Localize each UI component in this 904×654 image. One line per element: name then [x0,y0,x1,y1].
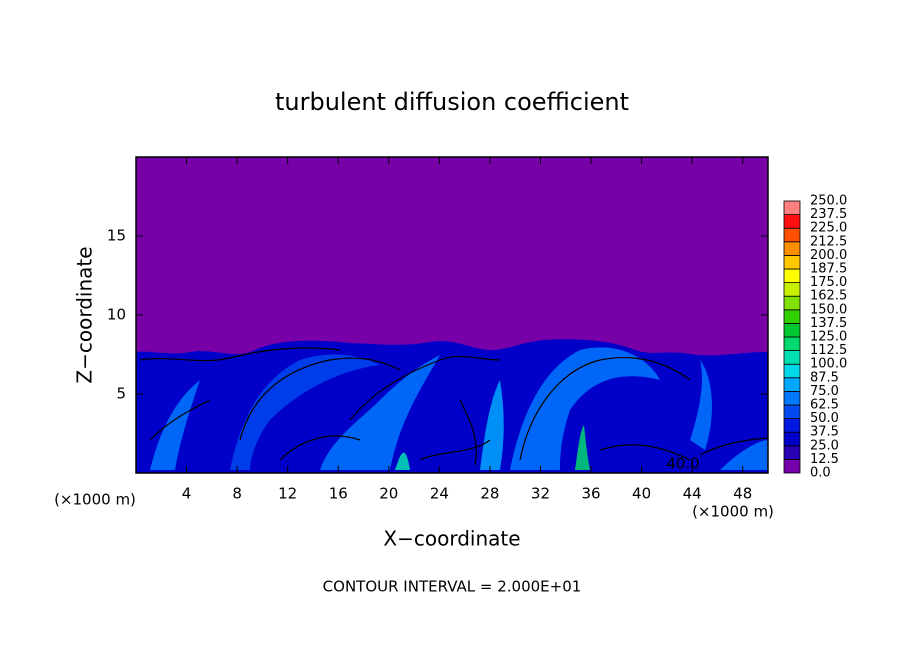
x-tick-label: 12 [278,485,297,503]
x-unit-left: (×1000 m) [54,491,136,509]
colorbar-swatch [783,214,801,229]
colorbar-label: 25.0 [810,438,839,453]
colorbar-label: 50.0 [810,411,839,426]
colorbar-swatch [783,241,801,256]
contour-line [519,356,691,461]
colorbar-swatch [783,254,801,270]
x-tick-label: 20 [379,485,398,503]
colorbar-label: 37.5 [810,425,839,440]
field-region [230,354,380,470]
colorbar-swatch [783,390,801,406]
field-region [395,452,410,470]
x-tick-label: 32 [531,485,550,503]
contour-line [349,355,501,421]
plot-area: 40.0 [135,156,769,474]
colorbar-label: 212.5 [810,234,847,249]
x-tick-label: 48 [733,485,752,503]
colorbar-swatch [783,227,801,243]
colorbar-swatch [783,282,801,297]
y-tick-label: 5 [116,385,126,403]
colorbar-label: 225.0 [810,221,847,236]
colorbar-label: 250.0 [810,194,847,209]
contour-line [239,357,401,441]
colorbar-swatch [783,404,801,420]
colorbar-label: 187.5 [810,262,847,277]
colorbar-label: 200.0 [810,248,847,263]
x-tick-label: 28 [480,485,499,503]
colorbar-swatch [783,418,801,433]
colorbar-swatch [783,377,801,392]
colorbar-label: 75.0 [810,384,839,399]
contour-line [419,439,691,461]
contour-interval: CONTOUR INTERVAL = 2.000E+01 [323,578,582,596]
colorbar-swatch [783,431,801,447]
x-tick-label: 36 [581,485,600,503]
colorbar-label: 112.5 [810,343,847,358]
y-tick-label: 10 [107,306,126,324]
field-region [150,380,200,470]
colorbar-swatch [783,200,801,216]
contour-line [149,399,361,461]
colorbar-label: 0.0 [810,466,831,481]
field-region [690,360,712,450]
colorbar-swatch [783,268,801,284]
x-tick-label: 16 [329,485,348,503]
colorbar-swatch [783,322,801,338]
colorbar-swatch [783,458,801,474]
colorbar-label: 62.5 [810,398,839,413]
colorbar-label: 125.0 [810,330,847,345]
contour-label: 40.0 [666,455,699,473]
x-tick-label: 4 [182,485,192,503]
y-tick-label: 15 [107,227,126,245]
y-axis-label: Z−coordinate [73,246,97,383]
field-region [480,380,504,470]
x-unit-right: (×1000 m) [692,503,774,521]
colorbar-label: 237.5 [810,207,847,222]
colorbar-label: 137.5 [810,316,847,331]
colorbar-label: 12.5 [810,452,839,467]
chart-title: turbulent diffusion coefficient [275,88,629,116]
colorbar-swatch [783,363,801,379]
field-region [720,440,768,470]
colorbar-swatch [783,309,801,324]
field-region [320,355,440,470]
contour-line [139,347,341,362]
colorbar-label: 150.0 [810,302,847,317]
x-axis-label: X−coordinate [383,527,520,551]
contour-line [459,399,769,466]
colorbar-label: 100.0 [810,357,847,372]
x-tick-label: 24 [430,485,449,503]
colorbar-swatch [783,445,801,460]
colorbar-label: 87.5 [810,370,839,385]
colorbar-label: 162.5 [810,289,847,304]
colorbar-swatch [783,336,801,352]
x-tick-label: 40 [632,485,651,503]
field-region [510,347,660,470]
x-tick-label: 8 [232,485,242,503]
x-tick-label: 44 [683,485,702,503]
colorbar-swatch [783,295,801,311]
field-region [575,425,590,470]
colorbar-label: 175.0 [810,275,847,290]
colorbar-swatch [783,350,801,365]
